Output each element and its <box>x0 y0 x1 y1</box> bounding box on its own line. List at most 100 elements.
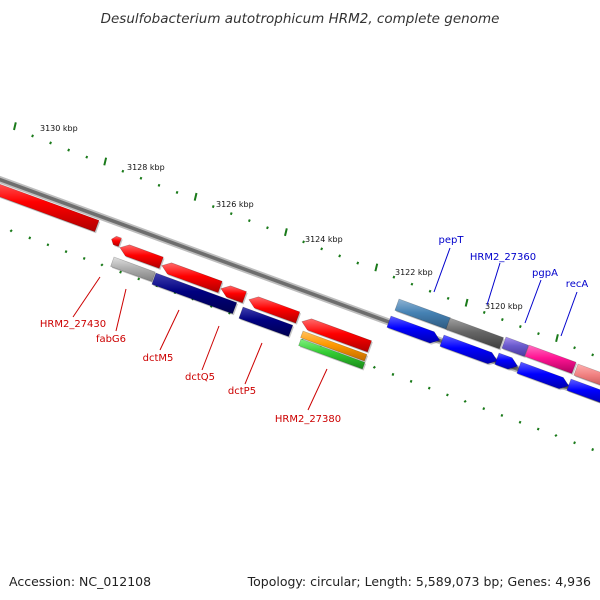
major-tick-1-0 <box>9 229 13 233</box>
gene-features <box>0 183 600 404</box>
gene-arrow-fabg6-upper <box>119 244 164 269</box>
kbp-label-3124: 3124 kbp <box>305 235 343 244</box>
minor-tick-0-11 <box>211 205 215 209</box>
gene-arrow-blue-3 <box>494 352 519 370</box>
minor-tick-0-8 <box>157 183 161 187</box>
kbp-label-3128: 3128 kbp <box>127 163 165 172</box>
minor-tick-0-6 <box>121 169 125 173</box>
gene-label-hrm2-27430: HRM2_27430 <box>40 319 106 330</box>
gene-arrow-blue-4 <box>516 361 570 390</box>
minor-tick-0-31 <box>573 346 576 350</box>
major-tick-1-30 <box>554 434 558 438</box>
minor-tick-0-26 <box>482 310 486 314</box>
gene-arrow-hrm2-27430 <box>0 183 100 233</box>
gene-arrow-hrm2-27380 <box>301 318 372 353</box>
major-tick-0-0 <box>13 122 17 131</box>
minor-tick-0-28 <box>518 325 522 329</box>
genome-summary-text: Topology: circular; Length: 5,589,073 bp… <box>247 574 591 589</box>
minor-tick-1-26 <box>482 407 486 411</box>
major-tick-0-20 <box>374 263 379 272</box>
leader-dctp5 <box>244 342 263 385</box>
kbp-label-3126: 3126 kbp <box>216 200 254 209</box>
gene-label-leaders <box>72 247 578 411</box>
minor-tick-0-19 <box>356 261 360 265</box>
kbp-labels: 3130 kbp 3128 kbp 3126 kbp 3124 kbp 3122… <box>40 124 523 311</box>
major-tick-0-10 <box>193 192 198 201</box>
gene-arrow-hrm2-27360 <box>445 317 504 350</box>
minor-tick-0-23 <box>428 289 432 293</box>
gene-label-hrm2-27360: HRM2_27360 <box>470 252 536 263</box>
major-tick-0-25 <box>464 298 469 307</box>
leader-dctm5 <box>159 309 180 351</box>
minor-tick-0-13 <box>247 219 251 223</box>
minor-tick-0-2 <box>49 141 52 145</box>
leader-fabg6 <box>115 288 127 332</box>
minor-tick-1-21 <box>391 372 395 376</box>
minor-tick-0-3 <box>67 148 71 152</box>
gene-label-pept: pepT <box>439 235 465 246</box>
minor-tick-0-24 <box>446 296 450 300</box>
leader-pept <box>433 247 451 293</box>
minor-tick-0-21 <box>392 275 396 279</box>
gene-arrow-blue-1 <box>386 315 441 344</box>
leader-hrm2-27360 <box>486 262 501 306</box>
minor-tick-1-24 <box>446 393 449 397</box>
minor-tick-0-17 <box>320 247 324 251</box>
minor-tick-1-27 <box>500 413 504 417</box>
minor-tick-1-1 <box>28 236 32 240</box>
minor-tick-0-22 <box>410 282 414 286</box>
kbp-label-3122: 3122 kbp <box>395 268 433 277</box>
minor-tick-0-32 <box>591 353 595 357</box>
gene-label-dctm5: dctM5 <box>143 353 174 364</box>
minor-tick-0-16 <box>302 240 305 244</box>
kbp-label-3120: 3120 kbp <box>485 302 523 311</box>
gene-arrow-red-3 <box>161 262 223 293</box>
leader-hrm2-27380 <box>307 368 328 411</box>
gene-arrow-pgpa-pink <box>524 344 577 374</box>
gene-label-pgpa: pgpA <box>532 268 558 279</box>
gene-arrow-dctm5 <box>151 272 238 315</box>
minor-tick-1-7 <box>137 277 141 281</box>
minor-tick-1-32 <box>591 448 595 452</box>
minor-tick-0-12 <box>229 212 233 216</box>
minor-tick-0-9 <box>175 190 179 194</box>
minor-tick-1-3 <box>64 250 68 254</box>
gene-arrow-dctq5-navy <box>238 306 294 337</box>
gene-labels: HRM2_27430 fabG6 dctM5 dctQ5 dctP5 HRM2_… <box>40 235 588 425</box>
minor-tick-1-22 <box>409 379 413 383</box>
major-tick-1-25 <box>463 399 467 403</box>
minor-tick-0-7 <box>139 176 143 180</box>
minor-tick-0-4 <box>85 155 89 159</box>
leader-pgpa <box>524 279 542 324</box>
minor-tick-1-29 <box>536 427 540 431</box>
gene-label-fabg6: fabG6 <box>96 334 126 345</box>
kbp-label-3130: 3130 kbp <box>40 124 78 133</box>
gene-arrow-dctp5-green <box>298 338 366 370</box>
gene-arrow-pgpa-violet <box>501 336 529 357</box>
gene-arrow-fabg6-lower <box>110 256 156 282</box>
gene-arrow-reca-salmon <box>573 363 600 386</box>
major-tick-1-5 <box>100 263 104 267</box>
major-tick-0-15 <box>284 228 288 237</box>
minor-tick-0-29 <box>537 332 540 336</box>
gene-arrow-blue-5 <box>566 378 600 403</box>
scale-ticks <box>9 122 595 452</box>
map-title: Desulfobacterium autotrophicum HRM2, com… <box>101 11 500 27</box>
minor-tick-1-23 <box>427 386 431 390</box>
minor-tick-1-6 <box>119 270 122 274</box>
minor-tick-1-31 <box>573 441 576 445</box>
leader-hrm2-27430 <box>72 276 101 318</box>
gene-arrow-red-4 <box>220 285 247 304</box>
leader-reca <box>560 291 578 337</box>
gene-label-dctq5: dctQ5 <box>185 372 215 383</box>
major-tick-0-30 <box>555 334 559 343</box>
minor-tick-1-4 <box>82 256 86 260</box>
gene-arrow-fragment <box>111 235 122 247</box>
minor-tick-1-28 <box>518 420 522 424</box>
minor-tick-0-18 <box>338 254 342 258</box>
gene-arrow-dctp5-orange <box>300 330 368 362</box>
minor-tick-0-1 <box>31 134 34 138</box>
gene-label-reca: recA <box>566 279 589 290</box>
